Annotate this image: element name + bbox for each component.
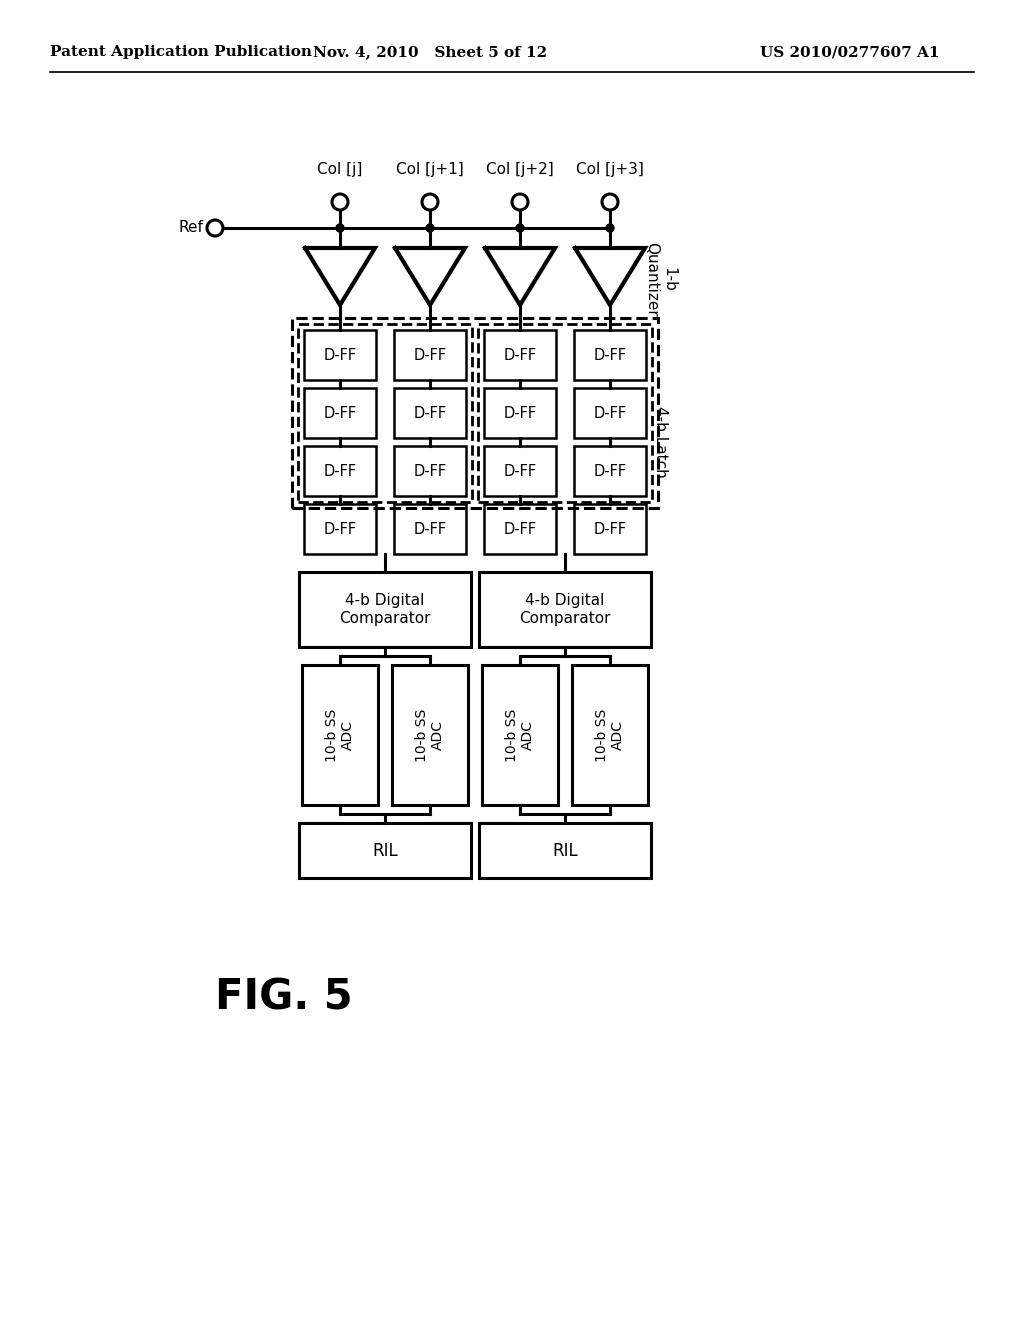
Bar xyxy=(394,504,466,554)
Text: D-FF: D-FF xyxy=(594,521,627,536)
Text: RIL: RIL xyxy=(372,842,398,859)
Text: D-FF: D-FF xyxy=(324,347,356,363)
Text: 1-b
Quantizer: 1-b Quantizer xyxy=(644,242,676,317)
Text: D-FF: D-FF xyxy=(504,405,537,421)
Text: D-FF: D-FF xyxy=(594,405,627,421)
Bar xyxy=(292,318,658,508)
Bar xyxy=(484,446,556,496)
Bar xyxy=(394,330,466,380)
Text: Col [j+2]: Col [j+2] xyxy=(486,162,554,177)
Circle shape xyxy=(516,224,524,232)
Text: Col [j+3]: Col [j+3] xyxy=(577,162,644,177)
Text: 10-b SS
ADC: 10-b SS ADC xyxy=(505,709,536,762)
Circle shape xyxy=(426,224,434,232)
Text: D-FF: D-FF xyxy=(594,463,627,479)
Bar xyxy=(482,665,558,805)
Text: D-FF: D-FF xyxy=(324,405,356,421)
Bar xyxy=(298,323,472,502)
Bar xyxy=(572,665,648,805)
Bar xyxy=(299,572,471,647)
Bar xyxy=(574,446,646,496)
Text: 4-b Latch: 4-b Latch xyxy=(652,407,668,478)
Text: D-FF: D-FF xyxy=(324,463,356,479)
Text: 10-b SS
ADC: 10-b SS ADC xyxy=(595,709,625,762)
Bar xyxy=(574,504,646,554)
Bar xyxy=(394,388,466,438)
Text: D-FF: D-FF xyxy=(414,405,446,421)
Text: FIG. 5: FIG. 5 xyxy=(215,977,352,1019)
Bar xyxy=(304,330,376,380)
Bar xyxy=(484,504,556,554)
Text: D-FF: D-FF xyxy=(414,521,446,536)
Text: D-FF: D-FF xyxy=(504,463,537,479)
Bar xyxy=(394,446,466,496)
Bar xyxy=(574,330,646,380)
Text: Patent Application Publication: Patent Application Publication xyxy=(50,45,312,59)
Text: D-FF: D-FF xyxy=(414,347,446,363)
Circle shape xyxy=(336,224,344,232)
Bar xyxy=(304,446,376,496)
Bar xyxy=(304,388,376,438)
Bar xyxy=(484,388,556,438)
Text: Col [j+1]: Col [j+1] xyxy=(396,162,464,177)
Bar xyxy=(484,330,556,380)
Text: D-FF: D-FF xyxy=(324,521,356,536)
Bar xyxy=(304,504,376,554)
Bar xyxy=(478,323,652,502)
Bar xyxy=(479,572,651,647)
Text: 4-b Digital
Comparator: 4-b Digital Comparator xyxy=(339,593,431,626)
Bar xyxy=(299,822,471,878)
Text: RIL: RIL xyxy=(552,842,578,859)
Bar xyxy=(574,388,646,438)
Text: D-FF: D-FF xyxy=(504,521,537,536)
Bar xyxy=(479,822,651,878)
Text: D-FF: D-FF xyxy=(504,347,537,363)
Bar xyxy=(302,665,378,805)
Text: US 2010/0277607 A1: US 2010/0277607 A1 xyxy=(760,45,939,59)
Text: Ref: Ref xyxy=(178,220,203,235)
Text: D-FF: D-FF xyxy=(594,347,627,363)
Text: Col [j]: Col [j] xyxy=(317,162,362,177)
Text: 10-b SS
ADC: 10-b SS ADC xyxy=(415,709,445,762)
Circle shape xyxy=(606,224,614,232)
Text: Nov. 4, 2010   Sheet 5 of 12: Nov. 4, 2010 Sheet 5 of 12 xyxy=(313,45,547,59)
Text: 10-b SS
ADC: 10-b SS ADC xyxy=(325,709,355,762)
Bar xyxy=(392,665,468,805)
Text: D-FF: D-FF xyxy=(414,463,446,479)
Text: 4-b Digital
Comparator: 4-b Digital Comparator xyxy=(519,593,610,626)
